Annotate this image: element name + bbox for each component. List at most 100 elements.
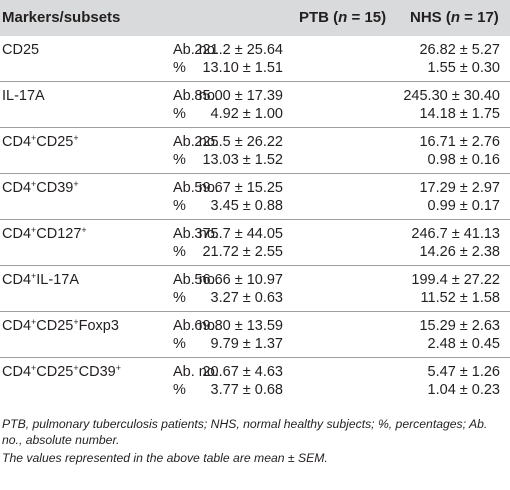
unit-percent: % [173,382,186,398]
table-row: CD4+CD25+Foxp3 Ab. no.% 69.80 ± 13.59 15.29… [0,312,510,358]
unit-absolute: Ab. no. [173,364,219,380]
table-row: IL-17A Ab. no.% 85.00 ± 17.39 245.30 ± 30.4… [0,82,510,128]
ptb-absolute-value: 59.67 ± 15.25 [194,180,283,196]
marker-superscript: + [115,363,121,373]
ptb-percent-value: 3.77 ± 0.68 [210,382,283,398]
marker-name: CD4+CD25+ [2,133,79,151]
ptb-percent-value: 9.79 ± 1.37 [210,336,283,352]
unit-percent: % [173,198,186,214]
unit-percent: % [173,336,186,352]
table-header: Markers/subsets PTB (n = 15) NHS (n = 17… [0,0,510,36]
nhs-absolute-value: 16.71 ± 2.76 [419,134,500,150]
unit-absolute: Ab. no. [173,180,219,196]
row-divider [0,81,510,82]
ptb-percent-value: 3.45 ± 0.88 [210,198,283,214]
table-row: CD4+CD127+ Ab. no.% 375.7 ± 44.05 246.7 ± 4… [0,220,510,266]
marker-superscript: + [31,271,37,281]
marker-part: CD4 [2,272,32,288]
header-nhs: NHS (n = 17) [410,9,499,26]
marker-part: CD127 [36,226,82,242]
unit-absolute: Ab. no. [173,88,219,104]
nhs-absolute-value: 17.29 ± 2.97 [419,180,500,196]
row-divider [0,173,510,174]
ptb-absolute-value: 56.66 ± 10.97 [194,272,283,288]
header-markers: Markers/subsets [2,9,121,26]
nhs-percent-value: 0.99 ± 0.17 [427,198,500,214]
nhs-absolute-value: 246.7 ± 41.13 [411,226,500,242]
marker-part: CD25 [2,42,40,58]
marker-superscript: + [73,363,79,373]
marker-superscript: + [31,133,37,143]
nhs-absolute-value: 199.4 ± 27.22 [411,272,500,288]
marker-part: CD25 [36,134,74,150]
ptb-percent-value: 4.92 ± 1.00 [210,106,283,122]
unit-percent: % [173,290,186,306]
marker-part: CD25 [36,364,74,380]
marker-part: IL-17A [2,88,45,104]
ptb-absolute-value: 375.7 ± 44.05 [194,226,283,242]
marker-name: CD4+CD127+ [2,225,87,243]
ptb-percent-value: 13.03 ± 1.52 [202,152,283,168]
ptb-absolute-value: 221.2 ± 25.64 [194,42,283,58]
ptb-percent-value: 13.10 ± 1.51 [202,60,283,76]
table-row: CD4+CD25+CD39+ Ab. no.% 20.67 ± 4.63 5.47 ±… [0,358,510,404]
marker-superscript: + [31,317,37,327]
ptb-absolute-value: 20.67 ± 4.63 [202,364,283,380]
marker-superscript: + [73,133,79,143]
marker-name: CD4+CD25+CD39+ [2,363,121,381]
marker-part: CD4 [2,226,32,242]
marker-part: CD39 [36,180,74,196]
table-row: CD25 Ab. no.% 221.2 ± 25.64 26.82 ± 5.27 13.… [0,36,510,82]
marker-part: CD25 [36,318,74,334]
row-divider [0,265,510,266]
row-divider [0,127,510,128]
nhs-percent-value: 0.98 ± 0.16 [427,152,500,168]
nhs-absolute-value: 245.30 ± 30.40 [403,88,500,104]
marker-name: CD4+IL-17A [2,271,80,289]
marker-part: Foxp3 [78,318,119,334]
marker-part: CD4 [2,134,32,150]
nhs-percent-value: 2.48 ± 0.45 [427,336,500,352]
marker-superscript: + [73,317,79,327]
unit-absolute: Ab. no. [173,318,219,334]
table-row: CD4+IL-17A Ab. no.% 56.66 ± 10.97 199.4 ± 2… [0,266,510,312]
footnote-values: The values represented in the above tabl… [2,451,328,465]
marker-part: CD4 [2,318,32,334]
unit-percent: % [173,244,186,260]
unit-absolute: Ab. no. [173,226,219,242]
marker-part: CD4 [2,364,32,380]
nhs-percent-value: 1.55 ± 0.30 [427,60,500,76]
ptb-absolute-value: 69.80 ± 13.59 [194,318,283,334]
row-divider [0,357,510,358]
marker-superscript: + [31,225,37,235]
ptb-absolute-value: 225.5 ± 26.22 [194,134,283,150]
unit-absolute: Ab. no. [173,42,219,58]
nhs-percent-value: 14.18 ± 1.75 [419,106,500,122]
unit-percent: % [173,106,186,122]
marker-superscript: + [31,363,37,373]
ptb-percent-value: 3.27 ± 0.63 [210,290,283,306]
marker-superscript: + [31,179,37,189]
table-row: CD4+CD25+ Ab. no.% 225.5 ± 26.22 16.71 ± 2.… [0,128,510,174]
header-ptb: PTB (n = 15) [299,9,387,26]
table-row: CD4+CD39+ Ab. no.% 59.67 ± 15.25 17.29 ± 2.… [0,174,510,220]
nhs-percent-value: 11.52 ± 1.58 [420,290,500,306]
nhs-absolute-value: 26.82 ± 5.27 [419,42,500,58]
ptb-percent-value: 21.72 ± 2.55 [202,244,283,260]
ptb-absolute-value: 85.00 ± 17.39 [194,88,283,104]
nhs-absolute-value: 5.47 ± 1.26 [427,364,500,380]
nhs-percent-value: 14.26 ± 2.38 [419,244,500,260]
unit-percent: % [173,152,186,168]
marker-name: IL-17A [2,88,45,104]
row-divider [0,311,510,312]
marker-superscript: + [81,225,87,235]
marker-name: CD25 [2,42,39,58]
nhs-absolute-value: 15.29 ± 2.63 [419,318,500,334]
marker-name: CD4+CD25+Foxp3 [2,317,119,335]
unit-percent: % [173,60,186,76]
unit-absolute: Ab. no. [173,272,219,288]
marker-name: CD4+CD39+ [2,179,79,197]
unit-absolute: Ab. no. [173,134,219,150]
marker-part: CD4 [2,180,32,196]
marker-part: IL-17A [36,272,80,288]
